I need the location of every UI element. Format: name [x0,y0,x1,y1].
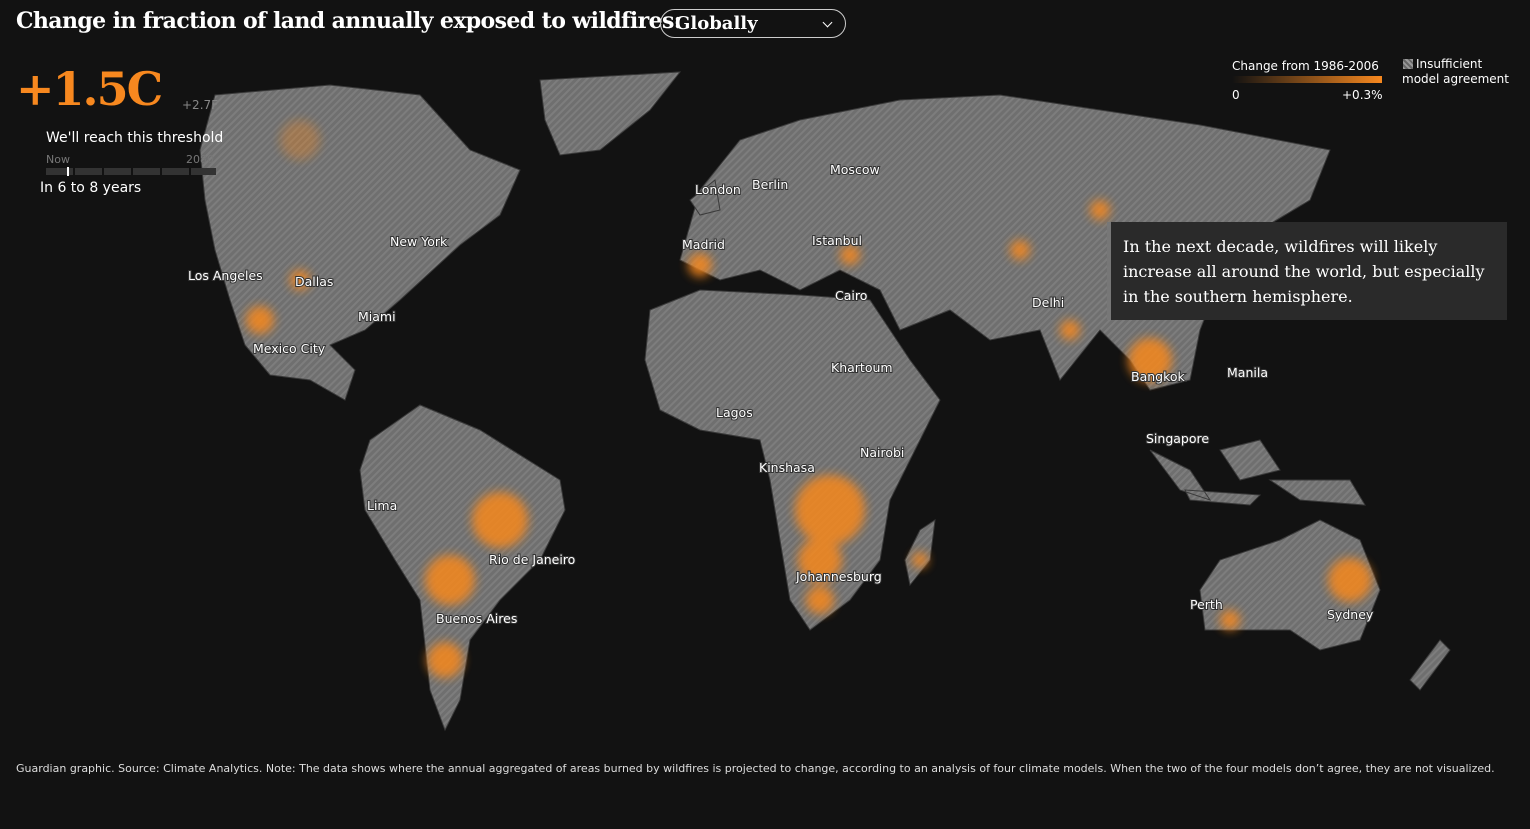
legend-max: +0.3% [1342,88,1383,102]
timeline-end: 2080 [186,153,214,166]
city-label: Manila [1227,365,1268,380]
legend-min: 0 [1232,88,1240,102]
wildfire-change [246,120,1372,678]
city-label: Mexico City [253,341,326,356]
timing: In 6 to 8 years [40,180,142,196]
legend-swatch [1403,59,1413,69]
legend-insufficient: Insufficient model agreement [1402,57,1509,86]
city-label: Miami [358,309,396,324]
city-label: Bangkok [1131,369,1186,384]
city-label: Cairo [835,288,867,303]
temperature-f: +2.7F [182,98,219,112]
city-label: Lagos [716,405,753,420]
legend-gradient [1232,76,1382,83]
city-label: Johannesburg [795,569,882,584]
city-label: Khartoum [831,360,893,375]
city-label: Nairobi [860,445,904,460]
city-label: Buenos Aires [436,611,517,626]
city-label: Istanbul [812,233,862,248]
city-label: Moscow [830,162,880,177]
timeline-bar [46,167,216,176]
footer: Guardian graphic. Source: Climate Analyt… [16,762,1495,775]
city-label: Dallas [295,274,333,289]
land [199,71,1451,732]
city-label: Kinshasa [759,460,815,475]
title: Change in fraction of land annually expo… [16,8,682,34]
city-label: Perth [1190,597,1223,612]
city-label: Berlin [752,177,788,192]
city-label: Sydney [1327,607,1374,622]
annotation: In the next decade, wildfires will likel… [1107,222,1507,320]
temperature: +1.5C [16,62,163,116]
city-label: Delhi [1032,295,1064,310]
city-label: Rio de Janeiro [489,552,575,567]
city-label: Singapore [1146,431,1209,446]
city-label: London [695,182,741,197]
city-label: Madrid [682,237,725,252]
region-dropdown[interactable]: Globally [660,9,846,38]
city-label: Lima [367,498,397,513]
threshold-label: We'll reach this threshold [46,130,224,146]
timeline-marker [67,167,69,176]
city-labels: London Berlin Moscow Madrid Istanbul Cai… [187,161,1375,627]
legend-title: Change from 1986-2006 [1232,59,1379,73]
city-label: Los Angeles [188,268,263,283]
timeline-start: Now [46,153,70,166]
city-label: New York [390,234,448,249]
